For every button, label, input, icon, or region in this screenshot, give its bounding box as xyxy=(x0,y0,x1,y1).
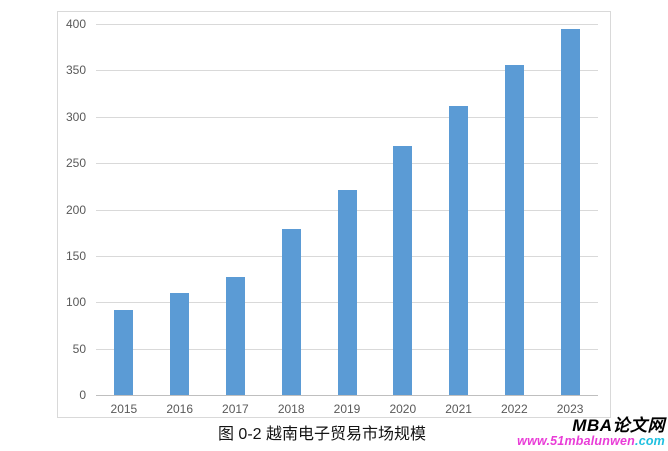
x-axis-tick-labels: 2015 2016 2017 2018 2019 2020 2021 2022 2023 xyxy=(58,12,610,417)
y-tick-label-150: 150 xyxy=(65,249,86,263)
x-axis-line xyxy=(96,395,598,396)
bars-layer xyxy=(58,12,610,417)
x-tick-label-2019: 2019 xyxy=(333,402,361,416)
x-tick-label-2016: 2016 xyxy=(166,402,194,416)
x-tick-label-2017: 2017 xyxy=(222,402,249,416)
chart-frame: 0 50 100 150 200 250 300 350 400 2015 2016 2017 201… xyxy=(57,11,611,418)
watermark-brand: MBA论文网 xyxy=(572,416,665,435)
bar-2020 xyxy=(393,146,413,395)
y-axis-tick-labels: 0 50 100 150 200 250 300 350 400 xyxy=(58,12,610,417)
bar-2023 xyxy=(560,28,580,395)
y-tick-label-50: 50 xyxy=(72,342,86,356)
x-tick-label-2015: 2015 xyxy=(110,402,138,416)
bar-2018 xyxy=(281,229,301,395)
watermark-url: www.51mbalunwen.com xyxy=(517,435,665,448)
y-tick-label-250: 250 xyxy=(65,156,86,170)
bar-2016 xyxy=(170,293,190,395)
y-tick-label-300: 300 xyxy=(65,110,86,124)
y-tick-label-200: 200 xyxy=(65,203,86,217)
chart-caption: 图 0-2 越南电子贸易市场规模 xyxy=(217,426,427,443)
watermark: MBA论文网 www.51mbalunwen.com xyxy=(517,416,665,448)
gridline-400 xyxy=(96,24,598,25)
y-tick-label-0: 0 xyxy=(79,388,86,402)
gridline-300 xyxy=(96,117,598,118)
x-tick-label-2018: 2018 xyxy=(277,402,305,416)
y-tick-label-400: 400 xyxy=(65,17,86,31)
bar-2015 xyxy=(114,309,134,395)
bar-2017 xyxy=(225,277,245,395)
x-tick-label-2021: 2021 xyxy=(445,402,472,416)
gridline-250 xyxy=(96,163,598,164)
x-tick-label-2020: 2020 xyxy=(389,402,417,416)
y-tick-label-100: 100 xyxy=(65,295,86,309)
bar-2022 xyxy=(504,64,524,395)
bar-2021 xyxy=(449,105,469,395)
watermark-url-main: www.51mbalunwen xyxy=(517,434,636,448)
bar-2019 xyxy=(337,190,357,395)
y-tick-label-350: 350 xyxy=(65,63,86,77)
gridline-350 xyxy=(96,70,598,71)
x-tick-label-2022: 2022 xyxy=(500,402,528,416)
watermark-url-tld: .com xyxy=(635,434,665,448)
x-tick-label-2023: 2023 xyxy=(556,402,584,416)
